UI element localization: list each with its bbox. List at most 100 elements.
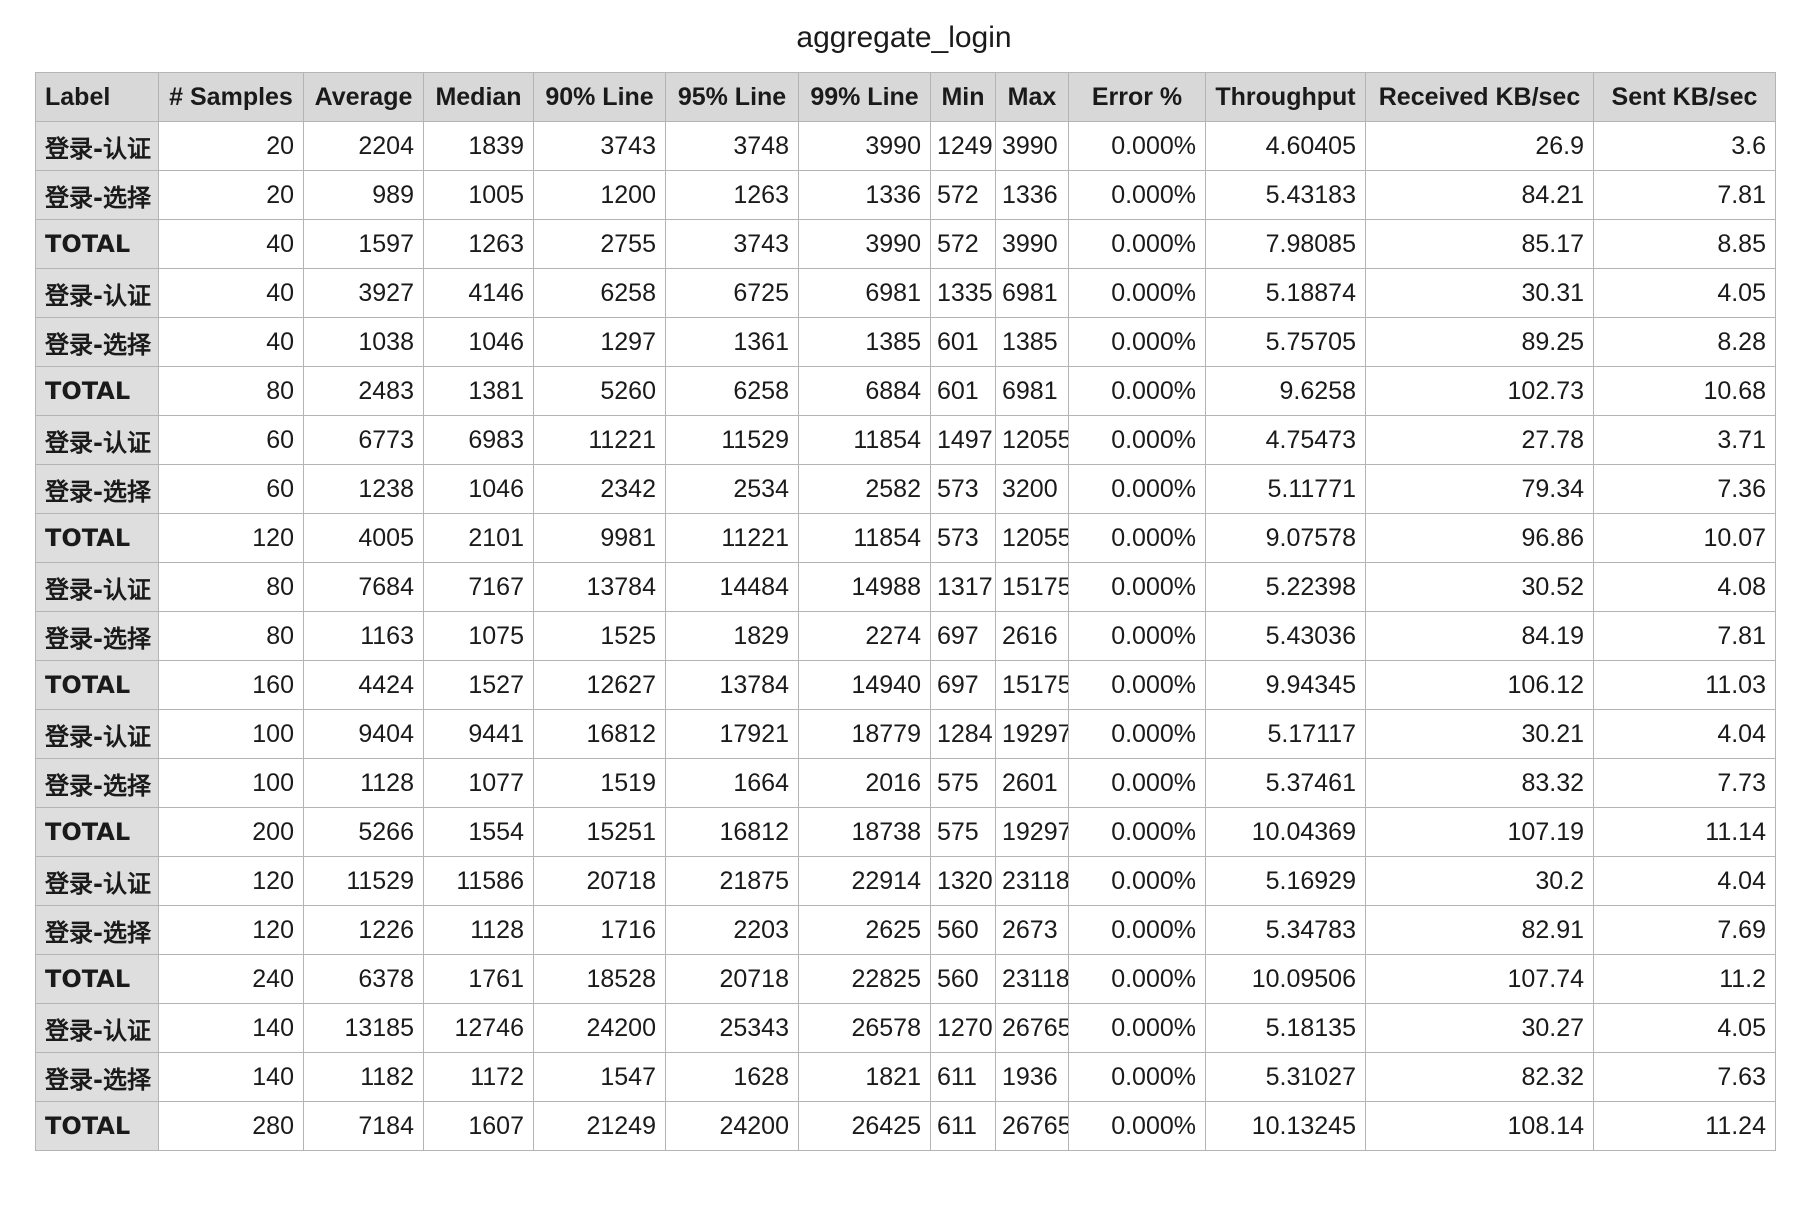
cell-line-90[interactable]: 5260 (533, 366, 666, 416)
cell-line-95[interactable]: 14484 (665, 562, 799, 612)
cell-median[interactable]: 1263 (423, 219, 534, 269)
cell-median[interactable]: 6983 (423, 415, 534, 465)
cell-line-90[interactable]: 12627 (533, 660, 666, 710)
cell-samples[interactable]: 60 (158, 415, 304, 465)
cell-samples[interactable]: 100 (158, 758, 304, 808)
cell-sent-kb-sec[interactable]: 7.73 (1593, 758, 1776, 808)
cell-min[interactable]: 572 (930, 170, 996, 220)
cell-received-kb-sec[interactable]: 89.25 (1365, 317, 1594, 367)
cell-label[interactable]: TOTAL (35, 366, 159, 416)
cell-error-pct[interactable]: 0.000% (1068, 1003, 1206, 1053)
cell-throughput[interactable]: 9.6258 (1205, 366, 1366, 416)
cell-error-pct[interactable]: 0.000% (1068, 366, 1206, 416)
cell-received-kb-sec[interactable]: 106.12 (1365, 660, 1594, 710)
cell-line-99[interactable]: 18738 (798, 807, 931, 857)
cell-label[interactable]: 登录-选择 (35, 758, 159, 808)
cell-line-95[interactable]: 20718 (665, 954, 799, 1004)
cell-average[interactable]: 3927 (303, 268, 424, 318)
column-header-line-95[interactable]: 95% Line (665, 72, 799, 122)
cell-received-kb-sec[interactable]: 30.52 (1365, 562, 1594, 612)
cell-throughput[interactable]: 5.31027 (1205, 1052, 1366, 1102)
cell-min[interactable]: 1335 (930, 268, 996, 318)
cell-label[interactable]: TOTAL (35, 513, 159, 563)
cell-samples[interactable]: 80 (158, 366, 304, 416)
cell-average[interactable]: 7684 (303, 562, 424, 612)
cell-max[interactable]: 2673 (995, 905, 1069, 955)
cell-median[interactable]: 11586 (423, 856, 534, 906)
cell-max[interactable]: 1936 (995, 1052, 1069, 1102)
cell-error-pct[interactable]: 0.000% (1068, 807, 1206, 857)
cell-average[interactable]: 9404 (303, 709, 424, 759)
cell-median[interactable]: 1761 (423, 954, 534, 1004)
cell-received-kb-sec[interactable]: 82.32 (1365, 1052, 1594, 1102)
cell-error-pct[interactable]: 0.000% (1068, 268, 1206, 318)
cell-max[interactable]: 2616 (995, 611, 1069, 661)
column-header-received-kb-sec[interactable]: Received KB/sec (1365, 72, 1594, 122)
cell-average[interactable]: 6773 (303, 415, 424, 465)
cell-line-95[interactable]: 1829 (665, 611, 799, 661)
cell-line-90[interactable]: 2342 (533, 464, 666, 514)
cell-line-99[interactable]: 18779 (798, 709, 931, 759)
cell-label[interactable]: TOTAL (35, 954, 159, 1004)
cell-throughput[interactable]: 5.43036 (1205, 611, 1366, 661)
cell-line-99[interactable]: 2016 (798, 758, 931, 808)
cell-line-95[interactable]: 21875 (665, 856, 799, 906)
cell-samples[interactable]: 200 (158, 807, 304, 857)
cell-median[interactable]: 1527 (423, 660, 534, 710)
cell-sent-kb-sec[interactable]: 7.69 (1593, 905, 1776, 955)
cell-max[interactable]: 3200 (995, 464, 1069, 514)
cell-line-99[interactable]: 6884 (798, 366, 931, 416)
cell-max[interactable]: 1336 (995, 170, 1069, 220)
column-header-min[interactable]: Min (930, 72, 996, 122)
cell-samples[interactable]: 120 (158, 856, 304, 906)
cell-throughput[interactable]: 10.09506 (1205, 954, 1366, 1004)
cell-min[interactable]: 611 (930, 1101, 996, 1151)
cell-min[interactable]: 1270 (930, 1003, 996, 1053)
cell-label[interactable]: 登录-认证 (35, 562, 159, 612)
cell-label[interactable]: 登录-认证 (35, 1003, 159, 1053)
cell-median[interactable]: 1607 (423, 1101, 534, 1151)
cell-error-pct[interactable]: 0.000% (1068, 121, 1206, 171)
cell-line-90[interactable]: 1519 (533, 758, 666, 808)
cell-line-90[interactable]: 1716 (533, 905, 666, 955)
cell-max[interactable]: 15175 (995, 660, 1069, 710)
cell-average[interactable]: 1128 (303, 758, 424, 808)
cell-median[interactable]: 1128 (423, 905, 534, 955)
cell-median[interactable]: 4146 (423, 268, 534, 318)
cell-min[interactable]: 1317 (930, 562, 996, 612)
cell-error-pct[interactable]: 0.000% (1068, 562, 1206, 612)
cell-sent-kb-sec[interactable]: 4.04 (1593, 856, 1776, 906)
cell-error-pct[interactable]: 0.000% (1068, 856, 1206, 906)
cell-max[interactable]: 6981 (995, 366, 1069, 416)
cell-line-90[interactable]: 18528 (533, 954, 666, 1004)
cell-line-95[interactable]: 6725 (665, 268, 799, 318)
cell-throughput[interactable]: 5.17117 (1205, 709, 1366, 759)
cell-sent-kb-sec[interactable]: 4.04 (1593, 709, 1776, 759)
cell-sent-kb-sec[interactable]: 7.81 (1593, 170, 1776, 220)
cell-sent-kb-sec[interactable]: 7.63 (1593, 1052, 1776, 1102)
cell-error-pct[interactable]: 0.000% (1068, 170, 1206, 220)
cell-sent-kb-sec[interactable]: 11.24 (1593, 1101, 1776, 1151)
cell-sent-kb-sec[interactable]: 4.08 (1593, 562, 1776, 612)
cell-line-95[interactable]: 2534 (665, 464, 799, 514)
cell-samples[interactable]: 80 (158, 562, 304, 612)
column-header-median[interactable]: Median (423, 72, 534, 122)
cell-min[interactable]: 697 (930, 660, 996, 710)
cell-error-pct[interactable]: 0.000% (1068, 905, 1206, 955)
cell-median[interactable]: 1046 (423, 317, 534, 367)
cell-samples[interactable]: 160 (158, 660, 304, 710)
cell-line-90[interactable]: 6258 (533, 268, 666, 318)
cell-median[interactable]: 12746 (423, 1003, 534, 1053)
cell-received-kb-sec[interactable]: 108.14 (1365, 1101, 1594, 1151)
cell-median[interactable]: 1046 (423, 464, 534, 514)
cell-received-kb-sec[interactable]: 30.21 (1365, 709, 1594, 759)
cell-average[interactable]: 7184 (303, 1101, 424, 1151)
cell-received-kb-sec[interactable]: 84.21 (1365, 170, 1594, 220)
cell-samples[interactable]: 40 (158, 268, 304, 318)
cell-samples[interactable]: 240 (158, 954, 304, 1004)
cell-error-pct[interactable]: 0.000% (1068, 1101, 1206, 1151)
cell-min[interactable]: 573 (930, 464, 996, 514)
column-header-max[interactable]: Max (995, 72, 1069, 122)
cell-line-95[interactable]: 11221 (665, 513, 799, 563)
cell-median[interactable]: 9441 (423, 709, 534, 759)
